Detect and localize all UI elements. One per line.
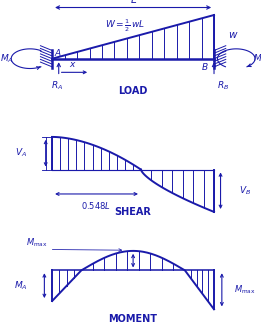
Text: LOAD: LOAD [118,86,148,96]
Text: $M_B$: $M_B$ [253,52,261,65]
Text: $L$: $L$ [129,0,137,6]
Text: $W = \frac{1}{2}\,wL$: $W = \frac{1}{2}\,wL$ [105,18,145,34]
Text: $M_{\max}$: $M_{\max}$ [26,237,48,249]
Text: $M_A$: $M_A$ [14,279,28,292]
Text: $V_B$: $V_B$ [239,185,251,197]
Text: $R_B$: $R_B$ [217,80,229,92]
Text: $w$: $w$ [228,30,239,40]
Text: MOMENT: MOMENT [109,314,158,324]
Text: $V_A$: $V_A$ [15,147,27,159]
Text: $A$: $A$ [54,47,62,58]
Text: $M_{\max}$: $M_{\max}$ [234,284,256,296]
Text: $M_A$: $M_A$ [0,52,13,65]
Text: $R_A$: $R_A$ [51,80,63,92]
Text: $B$: $B$ [201,61,209,72]
Text: $x$: $x$ [69,60,77,69]
Text: $0.548L$: $0.548L$ [81,200,112,212]
Text: SHEAR: SHEAR [115,207,152,217]
